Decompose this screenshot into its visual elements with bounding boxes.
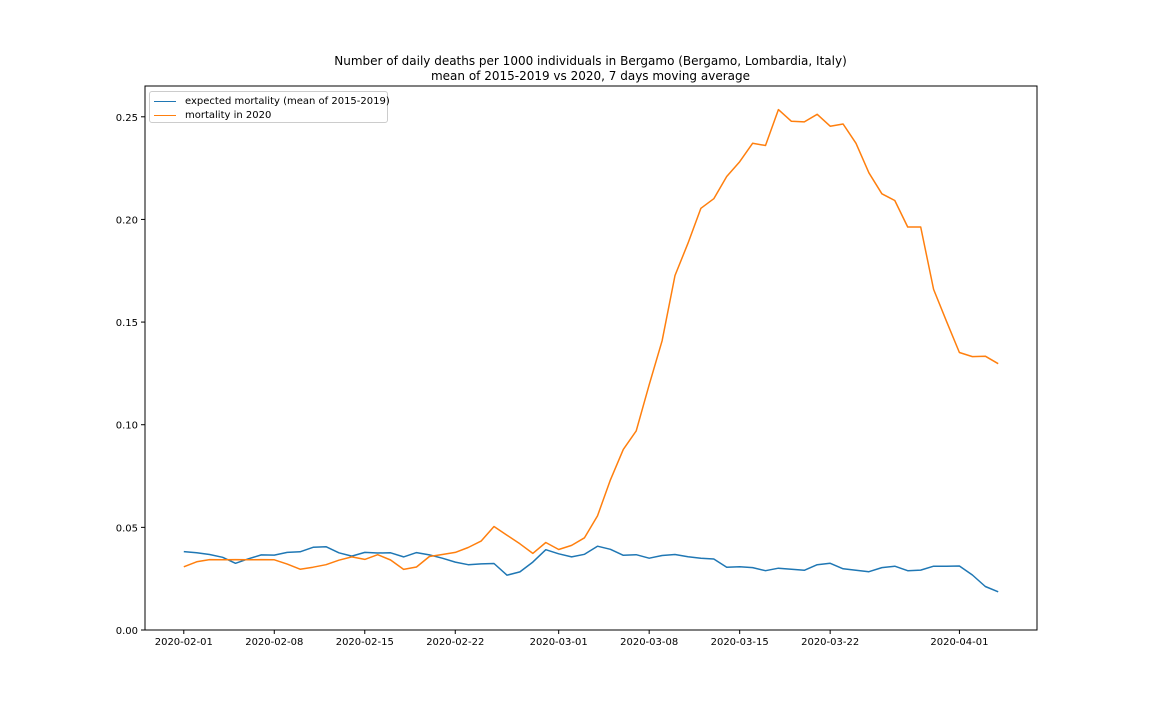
y-tick-label: 0.05 <box>116 523 138 534</box>
legend-swatch-expected <box>154 100 176 102</box>
x-tick-label: 2020-03-22 <box>801 637 859 648</box>
y-tick-label: 0.15 <box>116 318 138 329</box>
x-tick-label: 2020-02-15 <box>336 637 394 648</box>
legend-label-2020: mortality in 2020 <box>185 109 272 121</box>
y-tick-label: 0.25 <box>116 113 138 124</box>
legend-swatch-2020 <box>154 114 176 116</box>
legend-item-expected: expected mortality (mean of 2015-2019) <box>154 94 390 108</box>
y-tick-label: 0.20 <box>116 215 138 226</box>
y-tick-label: 0.10 <box>116 421 138 432</box>
x-tick-label: 2020-02-08 <box>245 637 303 648</box>
x-tick-label: 2020-02-01 <box>155 637 213 648</box>
y-tick-label: 0.00 <box>116 626 138 637</box>
plot-area-frame <box>144 85 1038 631</box>
series-line-2020 <box>183 108 999 571</box>
x-tick-label: 2020-03-15 <box>711 637 769 648</box>
legend: expected mortality (mean of 2015-2019) m… <box>149 91 390 123</box>
legend-label-expected: expected mortality (mean of 2015-2019) <box>185 95 390 107</box>
chart-subtitle: mean of 2015-2019 vs 2020, 7 days moving… <box>430 69 750 83</box>
x-tick-label: 2020-03-08 <box>620 637 678 648</box>
series-line-expected <box>183 545 999 593</box>
x-tick-label: 2020-03-01 <box>530 637 588 648</box>
chart-title: Number of daily deaths per 1000 individu… <box>334 54 847 68</box>
x-tick-label: 2020-04-01 <box>930 637 988 648</box>
legend-item-2020: mortality in 2020 <box>154 108 271 122</box>
x-tick-label: 2020-02-22 <box>426 637 484 648</box>
